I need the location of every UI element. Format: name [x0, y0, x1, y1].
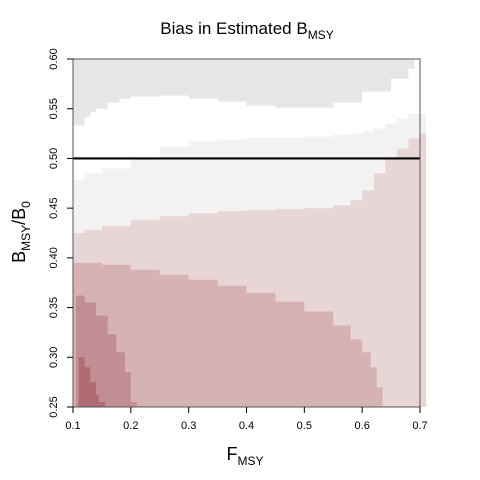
y-tick-label: 0.50	[48, 148, 60, 169]
x-tick-label: 0.6	[355, 420, 370, 432]
y-tick-label: 0.30	[48, 347, 60, 368]
x-tick-label: 0.2	[123, 420, 138, 432]
y-axis-title: BMSY/B0	[9, 201, 33, 263]
heatmap-band-band-gray-lighter	[73, 113, 426, 233]
heatmap-band-band-pink-4	[78, 357, 105, 407]
x-tick-label: 0.3	[181, 420, 196, 432]
heatmap-band-band-white	[73, 68, 415, 181]
y-tick-label: 0.40	[48, 247, 60, 268]
heatmap-bands	[73, 59, 426, 407]
x-tick-label: 0.4	[239, 420, 254, 432]
heatmap-band-band-gray-light	[73, 59, 415, 126]
x-tick-label: 0.1	[65, 420, 80, 432]
y-tick-label: 0.55	[48, 98, 60, 119]
x-tick-label: 0.5	[297, 420, 312, 432]
y-tick-label: 0.25	[48, 396, 60, 417]
y-axis: 0.25 0.30 0.35 0.40 0.45 0.50 0.55 0.60	[48, 48, 73, 418]
y-tick-label: 0.60	[48, 48, 60, 69]
heatmap-band-band-pink-2	[73, 262, 383, 407]
x-axis-title: FMSY	[226, 444, 263, 468]
heatmap-band-band-pink-3	[75, 295, 137, 407]
chart-title: Bias in Estimated BMSY	[160, 19, 333, 42]
x-tick-label: 0.7	[412, 420, 427, 432]
y-tick-label: 0.45	[48, 197, 60, 218]
y-tick-label: 0.35	[48, 297, 60, 318]
x-axis: 0.1 0.2 0.3 0.4 0.5 0.6 0.7	[65, 407, 428, 432]
